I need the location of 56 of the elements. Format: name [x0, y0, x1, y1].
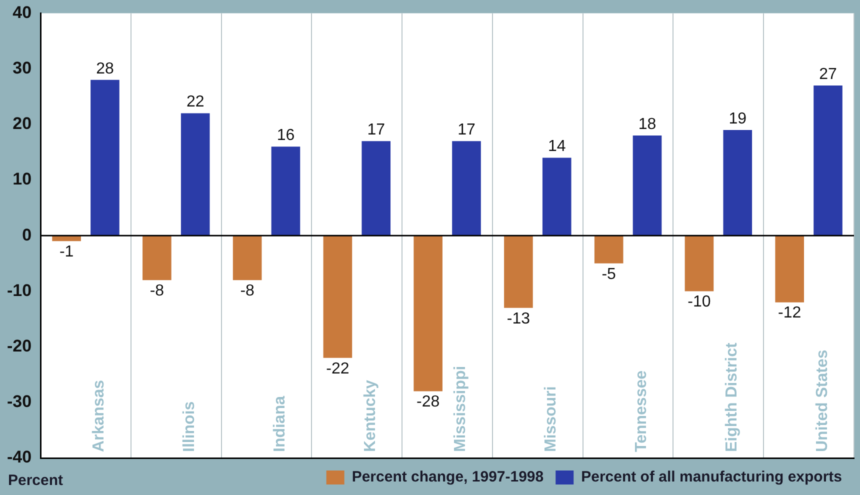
bar [271, 146, 300, 236]
y-axis-title: Percent [8, 472, 64, 489]
bar [814, 85, 842, 236]
data-label: 14 [548, 138, 566, 156]
bar [542, 158, 572, 236]
data-label: -5 [602, 266, 616, 283]
data-label: 22 [186, 94, 204, 111]
x-tick-label: United States [814, 350, 831, 452]
data-label: 17 [458, 121, 476, 138]
bar [142, 236, 172, 280]
x-tick-label: Tennessee [633, 370, 650, 452]
x-tick-label: Illinois [181, 401, 198, 452]
y-tick-label: -20 [6, 336, 32, 356]
data-label: -13 [506, 310, 530, 328]
data-label: 17 [367, 121, 386, 138]
data-label: -22 [326, 360, 350, 378]
y-tick-label: 0 [22, 225, 32, 244]
data-label: -28 [416, 394, 440, 411]
legend-label: Percent change, 1997-1998 [352, 468, 544, 486]
bar [180, 113, 210, 236]
bar [323, 236, 352, 358]
bar [504, 236, 533, 308]
y-tick-label: 30 [12, 58, 32, 78]
bar [723, 130, 752, 236]
bar [684, 236, 714, 292]
data-label: -8 [240, 282, 255, 300]
bar [414, 236, 442, 392]
bar [232, 236, 262, 280]
data-label: 28 [96, 60, 114, 78]
data-label: 27 [819, 66, 838, 83]
data-label: 16 [276, 127, 295, 144]
bar [90, 80, 120, 236]
bar [775, 236, 804, 302]
y-tick-label: 10 [12, 170, 32, 189]
x-tick-label: Missouri [542, 386, 560, 452]
y-tick-label: 40 [12, 2, 32, 22]
data-label: 19 [728, 110, 747, 128]
data-label: -1 [59, 244, 74, 261]
x-tick-label: Arkansas [90, 380, 108, 452]
x-tick-label: Kentucky [362, 380, 379, 452]
data-label: -10 [688, 294, 711, 311]
y-tick-label: -40 [6, 448, 32, 467]
data-label: 18 [638, 116, 656, 133]
legend-label: Percent of all manufacturing exports [581, 468, 842, 486]
y-tick-label: 20 [12, 114, 32, 134]
bar [632, 136, 662, 236]
x-tick-label: Mississippi [452, 366, 470, 452]
data-label: -8 [150, 282, 164, 300]
bar [594, 236, 624, 264]
bar [452, 141, 481, 236]
x-tick-label: Indiana [271, 396, 288, 452]
data-label: -12 [778, 304, 802, 322]
y-tick-label: -30 [6, 392, 32, 412]
x-tick-label: Eighth District [723, 342, 740, 452]
bar [362, 141, 391, 236]
y-tick-label: -10 [6, 280, 32, 300]
